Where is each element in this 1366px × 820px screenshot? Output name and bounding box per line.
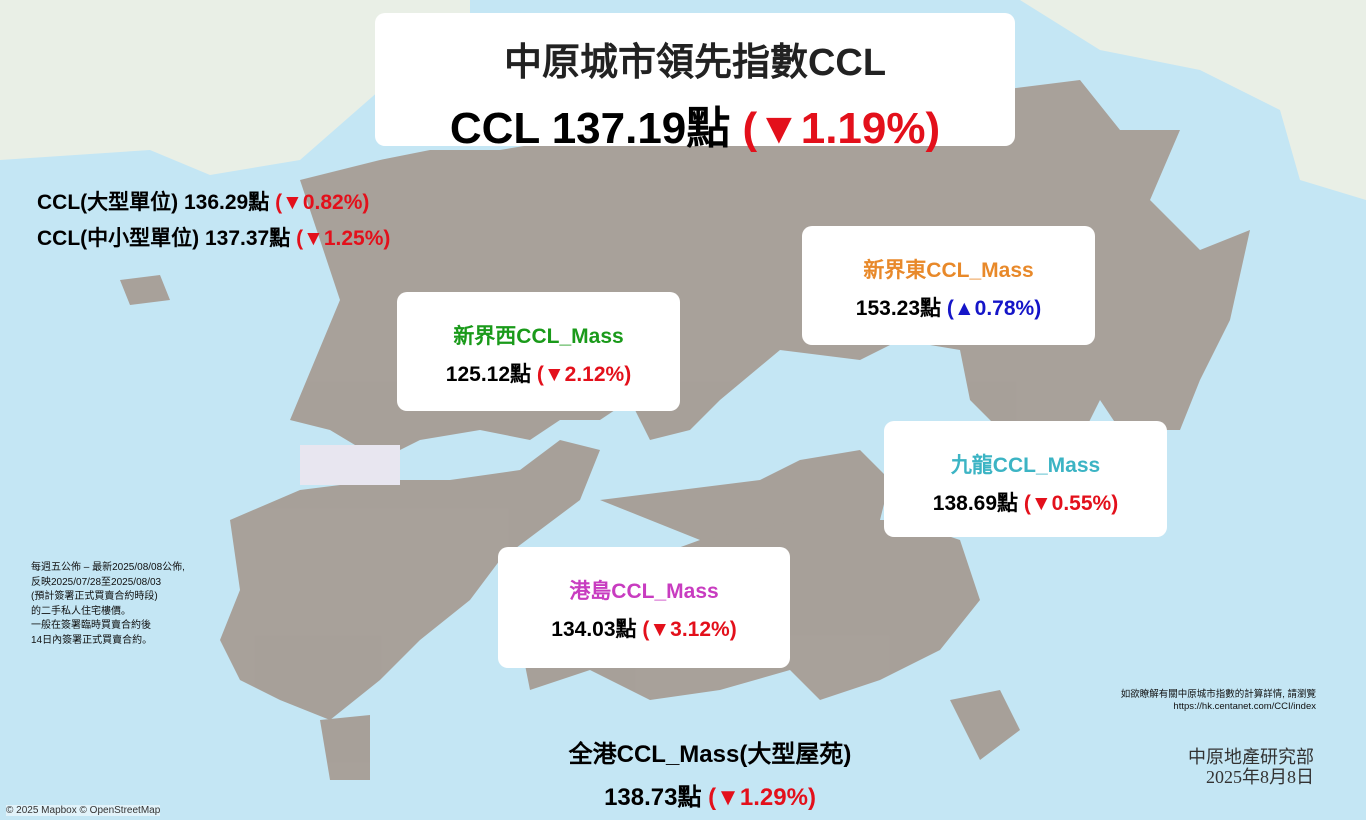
source-text: 如欲瞭解有關中原城市指數的計算詳情, 請瀏覽 (1120, 689, 1316, 700)
note-line: 的二手私人住宅樓價。 (31, 605, 131, 617)
note-line: 每週五公佈 – 最新2025/08/08公佈, (31, 562, 185, 573)
overall-mass-index: 全港CCL_Mass(大型屋苑) 138.73點 (▼1.29%) (520, 734, 900, 812)
region-card-hk-island: 港島CCL_Mass 134.03點 (▼3.12%) (498, 547, 790, 668)
airport-area (300, 445, 400, 485)
island-east-land (950, 690, 1020, 760)
publisher: 中原地產研究部 2025年8月8日 (1188, 747, 1314, 787)
sub-index-change: (▼1.25%) (296, 227, 391, 250)
headline-change: (▼1.19%) (742, 104, 941, 153)
page-title: 中原城市領先指數CCL (503, 42, 887, 84)
publish-date: 2025年8月8日 (1206, 767, 1314, 787)
region-name: 九龍CCL_Mass (950, 454, 1101, 477)
note-line: 反映2025/07/28至2025/08/03 (31, 576, 162, 588)
headline-value: CCL 137.19點 (449, 104, 731, 153)
region-card-nt-west: 新界西CCL_Mass 125.12點 (▼2.12%) (397, 292, 680, 411)
note-line: 一般在簽署臨時買賣合約後 (31, 620, 151, 631)
sub-index-label: CCL(大型單位) 136.29點 (37, 191, 270, 214)
note-line: (預計簽署正式買賣合約時段) (31, 591, 158, 602)
region-name: 港島CCL_Mass (569, 580, 719, 603)
lantau-island-land (220, 440, 600, 720)
region-value: 134.03點 (▼3.12%) (551, 618, 737, 641)
note-line: 14日內簽署正式買賣合約。 (31, 634, 153, 646)
sub-index-large: CCL(大型單位) 136.29點 (▼0.82%) (37, 186, 369, 216)
publication-note: 每週五公佈 – 最新2025/08/08公佈, 反映2025/07/28至202… (31, 561, 185, 648)
region-card-kowloon: 九龍CCL_Mass 138.69點 (▼0.55%) (884, 421, 1167, 537)
sub-index-label: CCL(中小型單位) 137.37點 (37, 227, 291, 250)
region-name: 新界西CCL_Mass (453, 325, 624, 348)
map-credit[interactable]: © 2025 Mapbox © OpenStreetMap (6, 805, 161, 816)
lamma-island-land (320, 715, 370, 780)
sub-index-change: (▼0.82%) (275, 191, 370, 214)
region-name: 新界東CCL_Mass (863, 259, 1034, 282)
mainland-land (0, 0, 470, 175)
publisher-dept: 中原地產研究部 (1188, 747, 1314, 767)
source-link[interactable]: https://hk.centanet.com/CCI/index (1173, 701, 1316, 712)
title-card: 中原城市領先指數CCL CCL 137.19點 (▼1.19%) (375, 13, 1015, 153)
region-value: 153.23點 (▲0.78%) (855, 297, 1042, 320)
region-card-nt-east: 新界東CCL_Mass 153.23點 (▲0.78%) (802, 226, 1095, 345)
island-small-land (120, 275, 170, 305)
headline-index: CCL 137.19點 (▼1.19%) (375, 92, 1015, 156)
overall-mass-name: 全港CCL_Mass(大型屋苑) (568, 741, 852, 768)
region-value: 125.12點 (▼2.12%) (445, 363, 632, 386)
region-value: 138.69點 (▼0.55%) (932, 492, 1119, 515)
mainland-land-east (1020, 0, 1366, 200)
sub-index-small-medium: CCL(中小型單位) 137.37點 (▼1.25%) (37, 222, 390, 252)
source-note: 如欲瞭解有關中原城市指數的計算詳情, 請瀏覽 https://hk.centan… (1121, 689, 1316, 713)
overall-mass-value: 138.73點 (▼1.29%) (604, 784, 816, 811)
